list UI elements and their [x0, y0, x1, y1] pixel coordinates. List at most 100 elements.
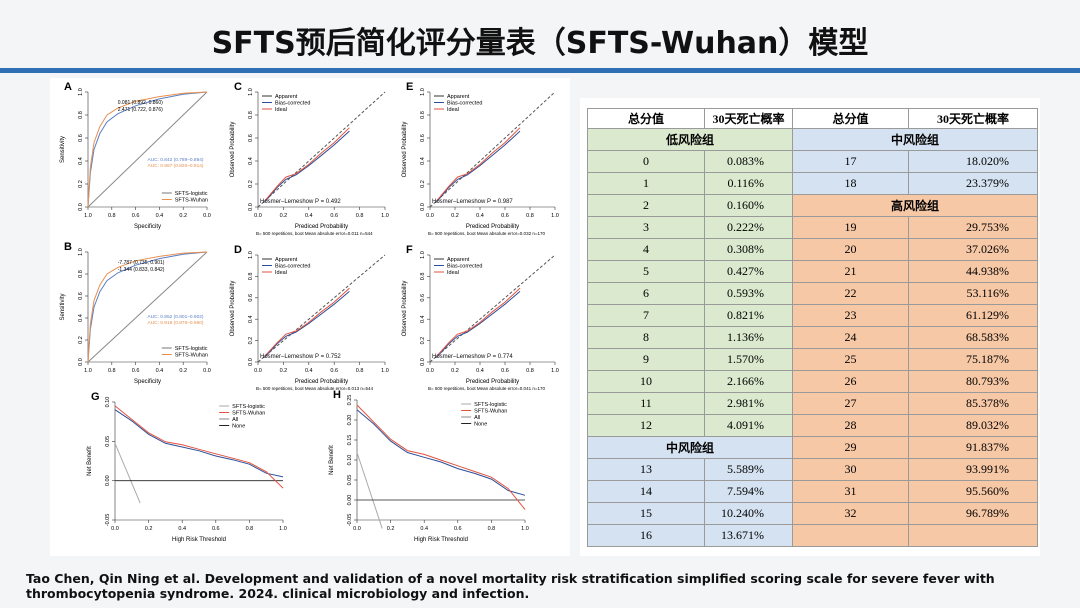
y-axis-label: Net Benefit [329, 445, 335, 475]
x-axis-label: High Risk Threshold [172, 537, 226, 543]
score-cell: 0 [587, 150, 705, 173]
group-header: 高风险组 [792, 194, 1038, 217]
y-tick-label: 0.0 [78, 358, 84, 366]
x-axis-label: High Risk Threshold [414, 537, 468, 543]
probability-cell: 85.378% [908, 392, 1038, 415]
curve [356, 409, 526, 496]
annotation: Hosmer–Lemeshow P = 0.752 [260, 354, 341, 360]
figure-background [50, 78, 570, 556]
score-table: 总分值 30天死亡概率 总分值 30天死亡概率 低风险组 中风险组 0 0.083% 17 18.… [587, 108, 1038, 547]
table-row: 15 10.240% 32 96.789% [587, 502, 1038, 525]
x-tick-label: 0.8 [488, 526, 496, 532]
y-tick-label: 0.6 [420, 134, 426, 142]
curve [87, 251, 208, 363]
score-cell: 19 [792, 216, 909, 239]
y-tick-label: 0.4 [78, 157, 84, 165]
score-cell: 18 [792, 172, 909, 195]
cutoff-label: -7.787 (0.735, 0.901) [118, 260, 165, 266]
y-axis-label: Observed Probability [230, 281, 236, 337]
x-tick-label: 0.6 [132, 368, 140, 374]
x-tick-label: 0.4 [305, 213, 313, 219]
y-tick-label: -0.05 [347, 514, 353, 527]
x-tick-label: 0.4 [156, 368, 164, 374]
y-tick-label: 0.10 [105, 397, 111, 408]
annotation: Hosmer–Lemeshow P = 0.492 [260, 199, 341, 205]
y-tick-label: 0.2 [420, 180, 426, 188]
slide-title: SFTS预后简化评分量表（SFTS-Wuhan）模型 [211, 26, 869, 61]
table-row: 3 0.222% 19 29.753% [587, 216, 1038, 239]
legend-label: Bias-corrected [275, 264, 310, 270]
score-cell: 32 [792, 502, 909, 525]
y-tick-label: 0.0 [420, 358, 426, 366]
probability-cell: 0.427% [704, 260, 793, 283]
probability-cell: 61.129% [908, 304, 1038, 327]
x-tick-label: 0.2 [145, 526, 153, 532]
probability-cell: 0.116% [704, 172, 793, 195]
cutoff-label: 0.081 (0.892, 0.860) [118, 100, 163, 106]
legend-label: All [232, 417, 238, 423]
legend-label: Apparent [275, 257, 298, 263]
annotation: AUC: 0.918 (0.876–0.960) [148, 320, 204, 326]
score-cell: 7 [587, 304, 705, 327]
footnote: B= 500 repetitions, boot Mean absolute e… [256, 386, 373, 391]
legend-label: SFTS-Wuhan [175, 198, 208, 204]
panel-letter: F [406, 244, 413, 256]
group-header: 中风险组 [587, 436, 793, 459]
x-tick-label: 0.0 [254, 213, 262, 219]
score-cell: 22 [792, 282, 909, 305]
curve [114, 405, 284, 489]
score-cell: 28 [792, 414, 909, 437]
probability-cell: 18.020% [908, 150, 1038, 173]
y-tick-label: 0.25 [347, 395, 353, 406]
empty-cell [908, 524, 1038, 547]
x-tick-label: 1.0 [521, 526, 529, 532]
score-cell: 30 [792, 458, 909, 481]
y-tick-label: 0.00 [347, 495, 353, 506]
legend-label: Apparent [447, 94, 470, 100]
panel-letter: G [91, 391, 100, 403]
curve [257, 254, 386, 363]
curve [356, 404, 526, 510]
x-tick-label: 0.8 [526, 213, 534, 219]
curve [435, 130, 521, 203]
x-axis-label: Specificity [134, 224, 161, 230]
probability-cell: 91.837% [908, 436, 1038, 459]
table-row: 14 7.594% 31 95.560% [587, 480, 1038, 503]
footnote: B= 500 repetitions, boot Mean absolute e… [256, 231, 373, 236]
probability-cell: 0.222% [704, 216, 793, 239]
x-tick-label: 1.0 [84, 368, 92, 374]
legend-label: Apparent [275, 94, 298, 100]
y-tick-label: -0.05 [105, 514, 111, 527]
legend-label: Bias-corrected [447, 101, 482, 107]
curve [114, 409, 284, 478]
y-tick-label: 0.00 [105, 475, 111, 486]
score-cell: 16 [587, 524, 705, 547]
x-tick-label: 0.6 [501, 368, 509, 374]
score-cell: 8 [587, 326, 705, 349]
citation: Tao Chen, Qin Ning et al. Development an… [26, 571, 995, 601]
x-tick-label: 0.8 [108, 368, 116, 374]
x-tick-label: 0.0 [353, 526, 361, 532]
y-tick-label: 0.6 [420, 294, 426, 302]
y-tick-label: 0.4 [248, 157, 254, 165]
y-axis-label: Observed Probability [402, 122, 408, 178]
x-tick-label: 0.8 [356, 213, 364, 219]
y-tick-label: 0.0 [420, 203, 426, 211]
probability-cell: 37.026% [908, 238, 1038, 261]
score-cell: 9 [587, 348, 705, 371]
table-row: 12 4.091% 28 89.032% [587, 414, 1038, 437]
legend-label: Ideal [275, 107, 287, 113]
y-axis-label: Observed Probability [402, 281, 408, 337]
footnote: B= 500 repetitions, boot Mean absolute e… [428, 231, 545, 236]
probability-cell: 68.583% [908, 326, 1038, 349]
y-tick-label: 0.6 [248, 134, 254, 142]
footnote: B= 500 repetitions, boot Mean absolute e… [428, 386, 545, 391]
curve [429, 254, 556, 363]
y-tick-label: 0.6 [78, 134, 84, 142]
annotation: Hosmer–Lemeshow P = 0.987 [432, 199, 513, 205]
column-header: 总分值 [587, 108, 705, 129]
cutoff-label: -1.344 (0.833, 0.842) [118, 267, 165, 273]
legend-label: SFTS-logistic [232, 404, 265, 410]
panel-letter: D [234, 244, 242, 256]
y-tick-label: 0.2 [248, 180, 254, 188]
